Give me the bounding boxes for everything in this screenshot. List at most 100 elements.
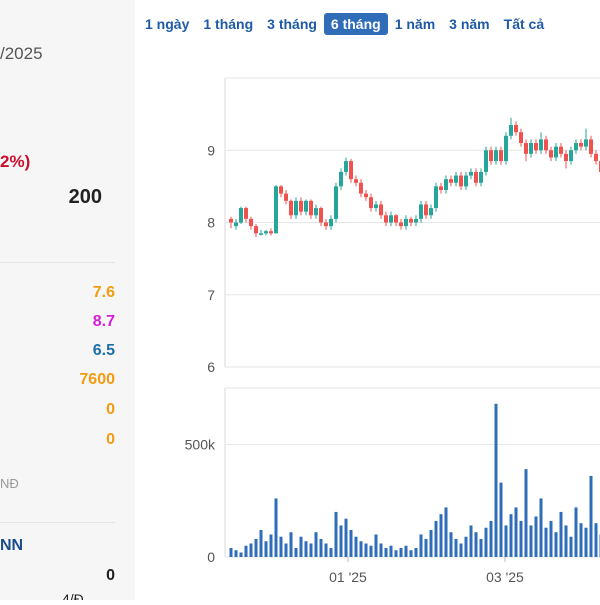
candle-body: [294, 201, 298, 215]
candle-body: [379, 204, 383, 215]
volume-bar: [245, 546, 248, 557]
candle-body: [354, 179, 358, 183]
candle-body: [564, 154, 568, 161]
candle-body: [504, 136, 508, 161]
volume-bar: [235, 550, 238, 557]
candle-body: [474, 172, 478, 183]
candle-body: [454, 176, 458, 183]
volume-bar: [265, 541, 268, 557]
volume-bar: [290, 532, 293, 557]
volume-tick-label: 500k: [185, 436, 216, 452]
candle-body: [234, 223, 238, 227]
stat-value: 6.5: [93, 342, 115, 360]
volume-bar: [365, 543, 368, 557]
candle-body: [509, 125, 513, 136]
x-tick-label: 03 '25: [486, 569, 524, 585]
volume-bar: [490, 521, 493, 557]
volume-bar: [285, 543, 288, 557]
divider: [0, 262, 115, 263]
candle-body: [489, 150, 493, 161]
candle-body: [289, 201, 293, 215]
volume-bar: [595, 523, 598, 557]
volume-bar: [535, 516, 538, 557]
candle-body: [319, 208, 323, 222]
volume-bar: [305, 541, 308, 557]
tab-period-1[interactable]: 1 tháng: [196, 13, 260, 35]
volume-bar: [455, 539, 458, 557]
candle-body: [344, 161, 348, 172]
volume-bar: [515, 507, 518, 557]
candle-body: [369, 197, 373, 208]
trading-date: /2025: [0, 44, 43, 64]
candle-body: [244, 208, 248, 219]
candle-body: [559, 147, 563, 154]
volume-bar: [445, 507, 448, 557]
volume-bar: [355, 537, 358, 557]
candle-body: [384, 215, 388, 222]
volume-bar: [340, 525, 343, 557]
volume-bar: [560, 512, 563, 557]
volume-bar: [330, 548, 333, 557]
volume-bar: [580, 523, 583, 557]
candle-body: [574, 143, 578, 150]
candle-body: [334, 186, 338, 219]
foreign-investor-value: 0: [106, 567, 115, 585]
candle-body: [279, 186, 283, 193]
candle-body: [519, 132, 523, 143]
candle-body: [414, 219, 418, 223]
volume-bar: [320, 539, 323, 557]
volume-bar: [315, 532, 318, 557]
tab-period-6[interactable]: Tất cả: [497, 13, 551, 35]
candle-body: [434, 186, 438, 208]
volume-bar: [475, 532, 478, 557]
volume-bar: [230, 548, 233, 557]
volume-bar: [485, 528, 488, 557]
candle-body: [424, 204, 428, 215]
volume-bar: [380, 543, 383, 557]
candle-body: [409, 219, 413, 223]
volume-bar: [565, 525, 568, 557]
tab-period-5[interactable]: 3 năm: [442, 13, 496, 35]
candle-body: [544, 139, 548, 150]
candle-body: [429, 208, 433, 215]
volume-bar: [460, 543, 463, 557]
stat-value: 7.6: [93, 284, 115, 302]
volume-bar: [550, 521, 553, 557]
volume-bar: [425, 539, 428, 557]
volume-bar: [465, 537, 468, 557]
tab-period-3[interactable]: 6 tháng: [324, 13, 388, 35]
candle-body: [249, 219, 253, 226]
volume-bar: [500, 483, 503, 557]
candle-body: [494, 150, 498, 161]
candle-body: [444, 179, 448, 190]
candle-body: [594, 154, 598, 161]
candle-body: [459, 176, 463, 187]
volume-bar: [430, 530, 433, 557]
volume-bar: [540, 498, 543, 557]
volume-bar: [280, 537, 283, 557]
candle-body: [404, 219, 408, 226]
candle-body: [259, 233, 263, 235]
candle-body: [549, 150, 553, 157]
volume-bar: [345, 519, 348, 557]
volume-bar: [450, 532, 453, 557]
tab-period-2[interactable]: 3 tháng: [260, 13, 324, 35]
volume-bar: [395, 550, 398, 557]
candle-body: [499, 150, 503, 161]
candle-body: [584, 139, 588, 146]
volume-bar: [325, 543, 328, 557]
volume-bar: [520, 521, 523, 557]
volume-tick-label: 0: [207, 549, 215, 565]
tab-period-0[interactable]: 1 ngày: [138, 13, 196, 35]
volume-bar: [400, 548, 403, 557]
candle-body: [589, 139, 593, 153]
candle-body: [439, 186, 443, 190]
volume-bar: [415, 548, 418, 557]
candle-body: [464, 176, 468, 187]
volume-bar: [590, 476, 593, 557]
volume-bar: [375, 534, 378, 557]
volume-bar: [250, 543, 253, 557]
tab-period-4[interactable]: 1 năm: [388, 13, 442, 35]
volume-bar: [585, 528, 588, 557]
